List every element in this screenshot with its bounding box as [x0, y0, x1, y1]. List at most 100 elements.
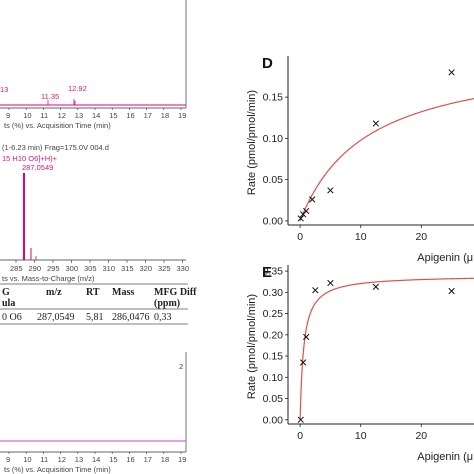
x-tick-label: 0 [297, 430, 303, 442]
spectrum-header-1: (1-6.23 min) Frag=175.0V 004.d [2, 143, 109, 152]
data-point [327, 279, 334, 287]
axis-tick-label: 17 [144, 455, 152, 464]
data-point [299, 359, 307, 366]
table-header-formula-2: ula [2, 298, 15, 309]
axis-tick-label: 16 [126, 111, 134, 120]
panel-letter: D [262, 55, 273, 72]
axis-tick-label: 18 [161, 455, 169, 464]
table-header-mfg-2: (ppm) [154, 298, 180, 309]
x-axis-label: Apigenin (μM) [417, 451, 474, 463]
data-point [372, 283, 380, 290]
axis-tick-label: 19 [178, 455, 186, 464]
axis-tick-label: 305 [84, 264, 97, 273]
kinetics-plot-e: E0.000.050.100.150.200.250.300.350102030… [246, 264, 474, 463]
axis-tick-label: 16 [126, 455, 134, 464]
spectrum-ticks: 285 290 295 300 305 310 315 320 325 330 [10, 260, 189, 273]
kinetics-plot-d: D0.000.050.100.150102030Rate (pmol/pmol/… [246, 55, 474, 264]
y-tick-label: 0.10 [263, 372, 284, 384]
chromatogram-bottom-xlabel: ts (%) vs. Acquisition Time (min) [4, 465, 111, 474]
panel-letter: E [262, 264, 272, 281]
chromatogram-top-ticks: 9 10 11 12 13 14 15 16 17 18 19 [6, 108, 186, 120]
x-tick-label: 20 [415, 231, 427, 243]
x-tick-label: 10 [355, 430, 367, 442]
axis-tick-label: 14 [92, 455, 100, 464]
chromatogram-top-xlabel: ts (%) vs. Acquisition Time (min) [4, 121, 111, 130]
table-header-rt: RT [86, 287, 100, 298]
chromatogram-bottom-corner-label: 2 [179, 362, 183, 371]
data-point [297, 215, 304, 222]
y-axis-label: Rate (pmol/pmol/min) [246, 90, 258, 195]
chromatogram-top: 13 11.35 12.92 9 10 11 12 13 14 15 16 17 18 19 ts … [0, 0, 187, 130]
table-header-mass: Mass [112, 287, 134, 298]
y-tick-label: 0.15 [263, 351, 284, 363]
chromatogram-bottom-ticks: 9 10 11 12 13 14 15 16 17 18 19 [6, 452, 186, 464]
table-cell-mfg: 0,33 [154, 312, 172, 323]
axis-tick-label: 13 [75, 111, 83, 120]
x-tick-label: 10 [355, 231, 367, 243]
axis-tick-label: 14 [92, 111, 100, 120]
y-tick-label: 0.00 [263, 215, 284, 227]
axis-tick-label: 315 [121, 264, 134, 273]
x-axis-label: Apigenin (μM) [417, 252, 474, 264]
y-tick-label: 0.05 [263, 174, 284, 186]
peak-label-1135: 11.35 [41, 92, 59, 101]
axis-tick-label: 295 [47, 264, 60, 273]
axis-tick-label: 15 [109, 455, 117, 464]
x-tick-label: 0 [297, 231, 303, 243]
data-point [327, 187, 334, 194]
compound-table: G ula m/z RT Mass MFG Diff (ppm) 0 O6 28… [0, 283, 197, 325]
y-tick-label: 0.30 [263, 287, 284, 299]
table-cell-mass: 286,0476 [112, 312, 150, 323]
axis-tick-label: 17 [144, 111, 152, 120]
mass-spectrum: (1-6.23 min) Frag=175.0V 004.d 15 H10 O6… [0, 143, 189, 283]
data-point [309, 196, 316, 203]
fit-curve [299, 277, 474, 420]
axis-tick-label: 285 [10, 264, 23, 273]
axis-tick-label: 320 [140, 264, 153, 273]
axis-tick-label: 13 [75, 455, 83, 464]
data-point [448, 287, 455, 295]
peak-label-1292: 12.92 [68, 84, 87, 93]
table-cell-mz: 287,0549 [37, 312, 75, 323]
peak-label-partial: 13 [0, 85, 8, 94]
table-header-mz: m/z [46, 287, 62, 298]
axis-tick-label: 10 [23, 455, 31, 464]
axis-tick-label: 12 [58, 455, 66, 464]
axis-tick-label: 15 [109, 111, 117, 120]
data-point [312, 287, 319, 294]
axis-tick-label: 325 [158, 264, 171, 273]
data-point [448, 69, 455, 76]
axis-tick-label: 9 [6, 111, 10, 120]
axis-tick-label: 330 [177, 264, 190, 273]
axis-tick-label: 9 [6, 455, 10, 464]
axis-tick-label: 10 [23, 111, 31, 120]
y-tick-label: 0.35 [263, 266, 284, 278]
axis-tick-label: 19 [178, 111, 186, 120]
data-point [372, 120, 380, 127]
y-tick-label: 0.10 [263, 133, 284, 145]
fit-curve [299, 97, 474, 222]
data-point [297, 416, 304, 423]
table-header-formula: G [2, 287, 10, 298]
axis-tick-label: 300 [66, 264, 79, 273]
y-tick-label: 0.05 [263, 393, 284, 405]
axis-tick-label: 11 [40, 111, 48, 120]
data-point [303, 207, 310, 215]
spectrum-header-2: 15 H10 O6]+H)+ [2, 154, 58, 163]
axis-tick-label: 11 [40, 455, 48, 464]
y-tick-label: 0.15 [263, 92, 284, 104]
chromatogram-bottom: 2 9 10 11 12 13 14 15 16 17 18 19 ts (%) vs. Acqui… [0, 352, 187, 474]
table-header-mfg: MFG Diff [154, 287, 197, 298]
y-tick-label: 0.25 [263, 308, 284, 320]
y-tick-label: 0.00 [263, 414, 284, 426]
axis-tick-label: 310 [103, 264, 116, 273]
table-cell-rt: 5,81 [86, 312, 104, 323]
spectrum-peak-label: 287.0549 [22, 163, 53, 172]
x-tick-label: 20 [415, 430, 427, 442]
y-axis-label: Rate (pmol/pmol/min) [246, 294, 258, 399]
axis-tick-label: 12 [58, 111, 66, 120]
y-tick-label: 0.20 [263, 329, 284, 341]
spectrum-xlabel: ts vs. Mass-to-Charge (m/z) [2, 274, 95, 283]
axis-tick-label: 18 [161, 111, 169, 120]
